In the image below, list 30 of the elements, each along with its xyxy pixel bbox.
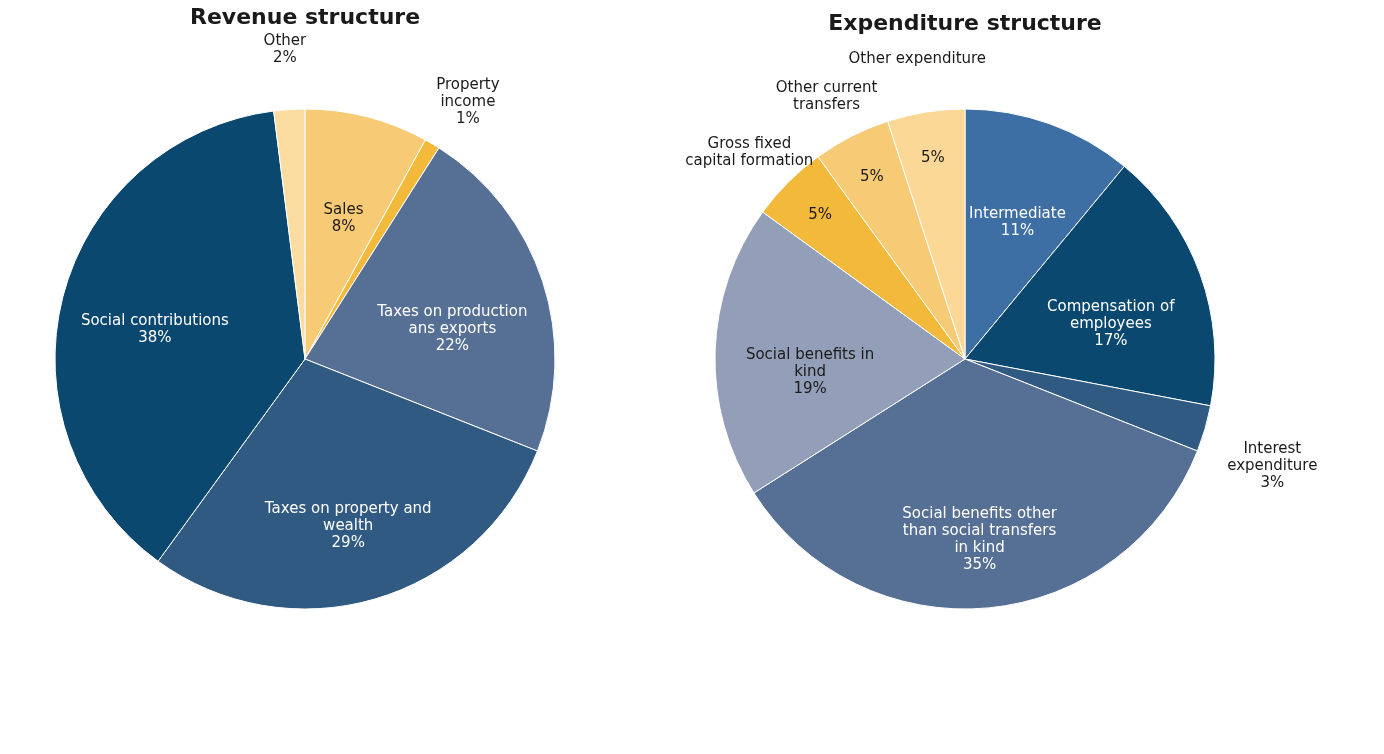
slice-label: Social contributions	[80, 311, 230, 330]
data-label: 22%	[435, 336, 470, 355]
slice-label: Compensation of employees	[1047, 297, 1176, 333]
slice-label: Property income	[436, 74, 500, 110]
data-label: 1%	[455, 108, 480, 127]
slice-label: Gross fixed capital formation	[685, 134, 814, 170]
slice-label: Social benefits other than social transfers in kind	[902, 504, 1058, 557]
data-label: 8%	[331, 216, 356, 235]
data-label: 3%	[1260, 473, 1285, 492]
data-label: 35%	[962, 555, 997, 574]
data-label: 2%	[273, 47, 297, 66]
data-label: 5%	[808, 205, 832, 224]
slice-label: Other current transfers	[775, 78, 878, 114]
data-label: 5%	[921, 147, 945, 166]
slice-label: Social benefits in kind	[745, 345, 875, 381]
slice-label: Taxes on production ans exports	[376, 302, 528, 338]
slice-label: Interest expenditure	[1227, 439, 1318, 475]
slice-label: Other	[263, 30, 308, 49]
data-label: 17%	[1094, 331, 1128, 350]
data-label: 19%	[793, 379, 827, 398]
chart-title: Revenue structure	[189, 3, 421, 29]
chart-title: Expenditure structure	[828, 10, 1102, 35]
slice-label: Sales	[323, 199, 364, 218]
slice-label: Intermediate	[969, 204, 1066, 223]
data-label: 11%	[1000, 221, 1035, 240]
data-label: 38%	[138, 328, 172, 347]
data-label: 29%	[331, 532, 365, 551]
data-label: 5%	[860, 167, 884, 186]
slice-label: Other expenditure	[848, 48, 987, 67]
slice-label: Taxes on property and wealth	[263, 498, 432, 534]
